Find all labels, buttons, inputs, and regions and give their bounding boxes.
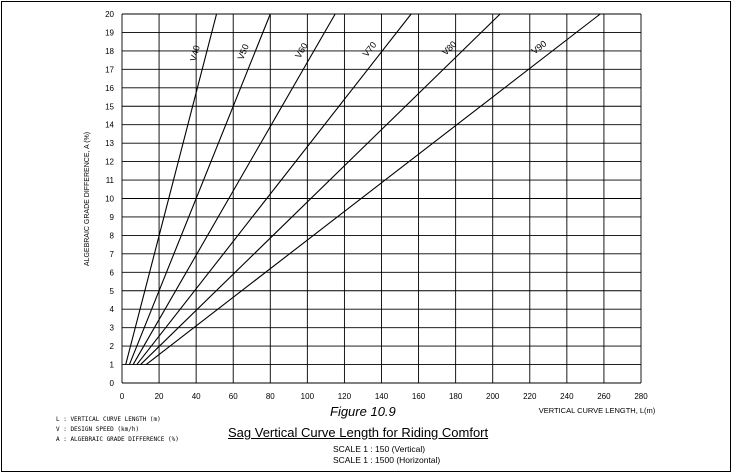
y-tick-label: 18	[105, 47, 114, 56]
y-tick-label: 0	[110, 379, 115, 388]
y-tick-label: 20	[105, 10, 114, 19]
speed-lines: V40 V50 V60 V70 V80 V90	[125, 13, 601, 365]
legend-item-a: A : ALGEBRAIC GRADE DIFFERENCE (%)	[56, 436, 179, 443]
y-tick-label: 6	[110, 268, 115, 277]
y-tick-label: 1	[110, 361, 115, 370]
x-tick-label: 140	[375, 392, 389, 401]
y-tick-label: 7	[110, 250, 115, 259]
y-tick-label: 4	[110, 305, 115, 314]
x-tick-label: 20	[155, 392, 164, 401]
y-tick-label: 3	[110, 324, 115, 333]
y-tick-label: 17	[105, 65, 114, 74]
series-line-v60	[132, 13, 336, 365]
x-tick-label: 40	[192, 392, 201, 401]
series-line-v70	[136, 13, 412, 365]
x-axis-label: VERTICAL CURVE LENGTH, L(m)	[539, 406, 656, 415]
chart-grid	[121, 13, 642, 384]
x-tick-label: 60	[229, 392, 238, 401]
y-tick-label: 9	[110, 213, 115, 222]
series-label-v90: V90	[530, 39, 549, 57]
y-tick-label: 12	[105, 158, 114, 167]
y-tick-label: 11	[106, 176, 115, 185]
y-tick-label: 8	[110, 231, 115, 240]
x-tick-label: 120	[338, 392, 352, 401]
figure-title: Sag Vertical Curve Length for Riding Com…	[228, 425, 489, 440]
legend-item-v: V : DESIGN SPEED (km/h)	[56, 426, 140, 433]
y-axis-label: ALGEBRAIC GRADE DIFFERENCE, A (%)	[84, 132, 91, 266]
x-tick-label: 100	[301, 392, 315, 401]
figure-number: Figure 10.9	[330, 404, 396, 419]
series-label-v40: V40	[188, 44, 202, 62]
series-label-v50: V50	[236, 43, 251, 62]
x-tick-label: 180	[449, 392, 463, 401]
y-tick-label: 2	[110, 342, 115, 351]
series-label-v70: V70	[361, 40, 379, 59]
y-tick-label: 5	[110, 287, 115, 296]
scale-horizontal: SCALE 1 : 1500 (Horizontal)	[333, 455, 441, 465]
series-line-v80	[140, 13, 501, 365]
series-line-v90	[145, 13, 601, 365]
series-line-v40	[125, 13, 218, 365]
y-tick-label: 16	[105, 84, 114, 93]
legend-item-l: L : VERTICAL CURVE LENGTH (m)	[56, 416, 161, 423]
x-axis-ticks: 0 20 40 60 80 100 120 140 160 180 200 220 240 260 280	[120, 392, 648, 401]
x-tick-label: 220	[523, 392, 537, 401]
series-line-v50	[128, 13, 271, 365]
x-tick-label: 260	[597, 392, 611, 401]
x-tick-label: 280	[634, 392, 648, 401]
x-tick-label: 0	[120, 392, 125, 401]
x-tick-label: 240	[560, 392, 574, 401]
x-tick-label: 80	[266, 392, 275, 401]
x-tick-label: 160	[412, 392, 426, 401]
y-tick-label: 19	[105, 28, 114, 37]
y-tick-label: 14	[105, 121, 114, 130]
y-tick-label: 13	[105, 139, 114, 148]
y-tick-label: 10	[105, 195, 114, 204]
scale-vertical: SCALE 1 : 150 (Vertical)	[333, 444, 426, 454]
y-tick-label: 15	[105, 102, 114, 111]
x-tick-label: 200	[486, 392, 500, 401]
